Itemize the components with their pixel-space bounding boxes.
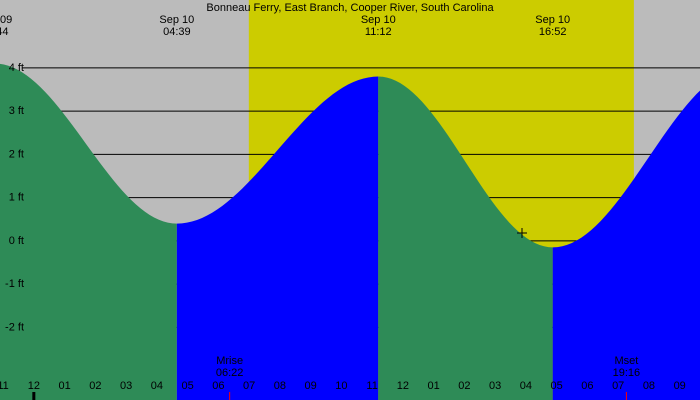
- x-tick-label: 04: [520, 380, 532, 392]
- x-tick-label: 08: [274, 380, 286, 392]
- x-tick-label: 11: [0, 380, 9, 392]
- x-tick-label: 06: [212, 380, 224, 392]
- chart-title: Bonneau Ferry, East Branch, Cooper River…: [206, 2, 494, 14]
- y-tick-label: 0 ft: [9, 235, 24, 247]
- x-tick-label: 03: [120, 380, 132, 392]
- extreme-date: Sep 10: [361, 14, 396, 26]
- y-tick-label: 1 ft: [9, 192, 24, 204]
- x-tick-label: 05: [181, 380, 193, 392]
- x-tick-label: 10: [335, 380, 347, 392]
- x-tick-label: 11: [366, 380, 377, 392]
- y-tick-label: -2 ft: [5, 321, 24, 333]
- x-tick-label: 12: [397, 380, 409, 392]
- x-tick-label: 07: [243, 380, 255, 392]
- rising-tide: [552, 90, 700, 400]
- x-tick-label: 09: [305, 380, 317, 392]
- extreme-time: 04:39: [163, 26, 191, 38]
- moon-name: Mset: [614, 355, 638, 367]
- y-tick-label: 3 ft: [9, 105, 24, 117]
- extreme-date: Sep 10: [535, 14, 570, 26]
- x-tick-label: 03: [489, 380, 501, 392]
- y-tick-label: -1 ft: [5, 278, 24, 290]
- x-tick-label: 02: [89, 380, 101, 392]
- moon-name: Mrise: [216, 355, 243, 367]
- extreme-time: 22:44: [0, 26, 9, 38]
- x-tick-label: 02: [458, 380, 470, 392]
- falling-tide: [0, 63, 177, 400]
- extreme-time: 16:52: [539, 26, 567, 38]
- moon-time: 06:22: [216, 367, 244, 379]
- x-tick-label: 04: [151, 380, 163, 392]
- extreme-date: Sep 09: [0, 14, 12, 26]
- extreme-date: Sep 10: [159, 14, 194, 26]
- moon-time: 19:16: [613, 367, 641, 379]
- x-tick-label: 05: [551, 380, 563, 392]
- extreme-time: 11:12: [365, 26, 392, 38]
- falling-tide: [378, 76, 553, 400]
- y-tick-label: 4 ft: [9, 62, 24, 74]
- x-tick-label: 01: [428, 380, 440, 392]
- current-time-marker: [517, 228, 527, 238]
- x-tick-label: 08: [643, 380, 655, 392]
- rising-tide: [176, 76, 379, 400]
- x-tick-label: 07: [612, 380, 624, 392]
- x-tick-label: 06: [581, 380, 593, 392]
- x-tick-label: 12: [28, 380, 40, 392]
- x-tick-label: 09: [674, 380, 686, 392]
- x-tick-label: 01: [58, 380, 70, 392]
- y-tick-label: 2 ft: [9, 148, 24, 160]
